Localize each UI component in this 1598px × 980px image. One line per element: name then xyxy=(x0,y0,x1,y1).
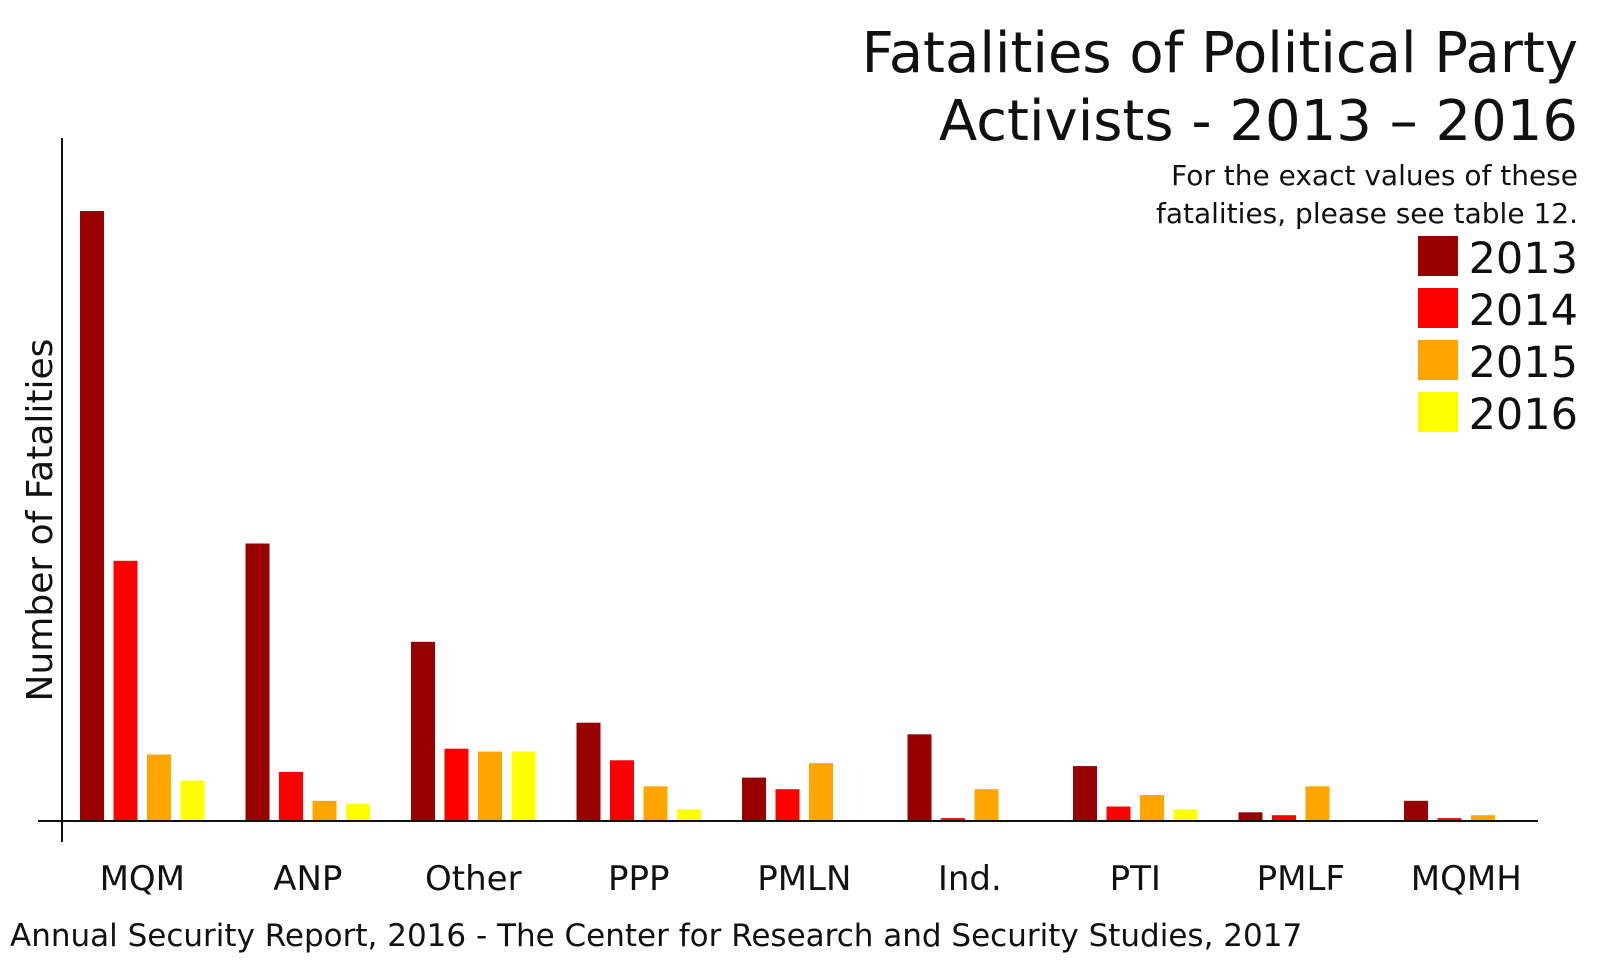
bar-other-2016 xyxy=(511,751,536,821)
bar-anp-2013 xyxy=(245,543,270,821)
bars xyxy=(80,211,1495,821)
bar-pmlf-2015 xyxy=(1305,786,1330,821)
chart-subtitle-line: fatalities, please see table 12. xyxy=(1156,197,1578,230)
bar-anp-2015 xyxy=(312,800,337,821)
x-tick-label: PMLN xyxy=(757,859,851,899)
bar-ppp-2014 xyxy=(610,760,634,821)
chart-subtitle-line: For the exact values of these xyxy=(1171,159,1578,192)
legend-label-2013: 2013 xyxy=(1469,234,1578,284)
x-tick-label: Ind. xyxy=(938,859,1002,899)
bar-pmln-2013 xyxy=(742,777,766,821)
bar-pti-2015 xyxy=(1140,795,1164,821)
x-axis-tick-labels: MQM ANP Other PPP PMLN Ind. PTI PMLF MQMH xyxy=(100,859,1522,899)
legend-label-2015: 2015 xyxy=(1469,338,1578,388)
legend-swatch-2014 xyxy=(1418,288,1458,328)
bar-ind-2014 xyxy=(941,818,965,821)
bar-pmlf-2013 xyxy=(1238,812,1263,821)
bar-pti-2014 xyxy=(1106,806,1131,821)
bar-pmln-2015 xyxy=(809,763,833,821)
bar-anp-2016 xyxy=(346,803,370,821)
bar-anp-2014 xyxy=(279,771,303,821)
bar-pti-2013 xyxy=(1073,766,1097,821)
bar-ind-2013 xyxy=(907,734,932,821)
x-tick-label: MQM xyxy=(100,859,185,899)
bar-ind-2015 xyxy=(974,789,999,821)
bar-other-2013 xyxy=(411,641,435,821)
bar-ppp-2016 xyxy=(677,809,701,821)
chart-title-line: Fatalities of Political Party xyxy=(862,21,1578,86)
chart-title-line: Activists - 2013 – 2016 xyxy=(939,89,1578,154)
bar-mqmh-2014 xyxy=(1437,818,1462,821)
bar-mqm-2015 xyxy=(147,754,171,821)
legend-swatch-2015 xyxy=(1418,340,1458,380)
bar-mqmh-2013 xyxy=(1404,800,1428,821)
legend-swatch-2016 xyxy=(1418,392,1458,432)
bar-pmln-2014 xyxy=(775,789,800,821)
bar-mqm-2013 xyxy=(80,211,104,821)
bar-pmlf-2014 xyxy=(1272,815,1296,821)
legend-swatch-2013 xyxy=(1418,236,1458,276)
bar-mqm-2014 xyxy=(113,560,138,821)
bar-other-2015 xyxy=(478,751,502,821)
legend-label-2014: 2014 xyxy=(1469,286,1578,336)
x-tick-label: PPP xyxy=(608,859,670,899)
bar-ppp-2015 xyxy=(643,786,668,821)
chart-subtitle: For the exact values of these fatalities,… xyxy=(1156,159,1578,230)
legend-label-2016: 2016 xyxy=(1469,390,1578,440)
source-note: Annual Security Report, 2016 - The Cente… xyxy=(10,918,1302,954)
bar-ppp-2013 xyxy=(576,722,601,821)
y-axis-label: Number of Fatalities xyxy=(20,339,61,702)
bar-mqmh-2015 xyxy=(1471,815,1495,821)
x-tick-label: PTI xyxy=(1110,859,1161,899)
bar-mqm-2016 xyxy=(180,780,205,821)
x-tick-label: ANP xyxy=(273,859,342,899)
bar-other-2014 xyxy=(444,748,469,821)
x-tick-label: PMLF xyxy=(1257,859,1345,899)
x-tick-label: MQMH xyxy=(1411,859,1522,899)
x-tick-label: Other xyxy=(425,859,522,899)
bar-pti-2016 xyxy=(1173,809,1198,821)
